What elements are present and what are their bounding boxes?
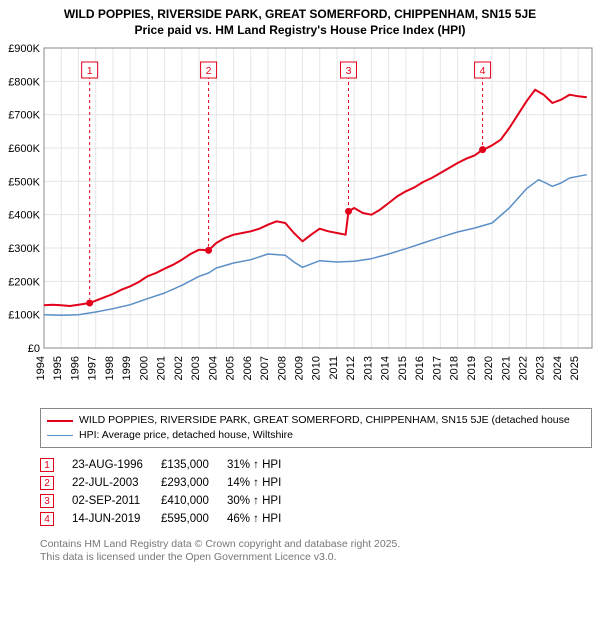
- svg-text:2022: 2022: [518, 356, 530, 380]
- svg-text:2016: 2016: [414, 356, 426, 380]
- svg-text:1997: 1997: [87, 356, 99, 380]
- svg-text:2015: 2015: [397, 356, 409, 380]
- svg-text:1998: 1998: [104, 356, 116, 380]
- event-date: 14-JUN-2019: [72, 510, 161, 528]
- event-price: £293,000: [161, 474, 227, 492]
- event-row: 1 23-AUG-1996£135,00031% ↑ HPI: [40, 456, 299, 474]
- event-row: 2 22-JUL-2003£293,00014% ↑ HPI: [40, 474, 299, 492]
- svg-text:2025: 2025: [569, 356, 581, 380]
- event-marker-icon: 3: [40, 494, 54, 508]
- title-line-1: WILD POPPIES, RIVERSIDE PARK, GREAT SOME…: [4, 6, 596, 22]
- title-line-2: Price paid vs. HM Land Registry's House …: [4, 22, 596, 38]
- footer: Contains HM Land Registry data © Crown c…: [40, 538, 592, 565]
- event-row: 4 14-JUN-2019£595,00046% ↑ HPI: [40, 510, 299, 528]
- svg-text:£200K: £200K: [8, 277, 40, 289]
- svg-text:£500K: £500K: [8, 177, 40, 189]
- svg-text:2009: 2009: [293, 356, 305, 380]
- svg-text:2013: 2013: [362, 356, 374, 380]
- svg-text:2019: 2019: [466, 356, 478, 380]
- svg-text:2020: 2020: [483, 356, 495, 380]
- event-price: £595,000: [161, 510, 227, 528]
- svg-text:1999: 1999: [121, 356, 133, 380]
- svg-text:2023: 2023: [535, 356, 547, 380]
- svg-text:2014: 2014: [380, 356, 392, 380]
- event-marker-icon: 1: [40, 458, 54, 472]
- event-price: £135,000: [161, 456, 227, 474]
- svg-text:1995: 1995: [52, 356, 64, 380]
- svg-text:£300K: £300K: [8, 243, 40, 255]
- legend-swatch-icon: [47, 420, 73, 422]
- legend-label: WILD POPPIES, RIVERSIDE PARK, GREAT SOME…: [79, 413, 570, 428]
- svg-text:2011: 2011: [328, 356, 340, 380]
- svg-text:2018: 2018: [449, 356, 461, 380]
- footer-line-1: Contains HM Land Registry data © Crown c…: [40, 538, 592, 552]
- legend-label: HPI: Average price, detached house, Wilt…: [79, 428, 293, 443]
- svg-text:£800K: £800K: [8, 77, 40, 89]
- event-date: 22-JUL-2003: [72, 474, 161, 492]
- chart-svg: £0 £100K £200K £300K £400K £500K £600K £700K £80…: [4, 42, 596, 398]
- event-date: 02-SEP-2011: [72, 492, 161, 510]
- event-delta: 30% ↑ HPI: [227, 492, 299, 510]
- chart-title: WILD POPPIES, RIVERSIDE PARK, GREAT SOME…: [4, 6, 596, 38]
- svg-text:1996: 1996: [69, 356, 81, 380]
- event-price: £410,000: [161, 492, 227, 510]
- chart: £0 £100K £200K £300K £400K £500K £600K £700K £80…: [4, 42, 596, 402]
- svg-text:2017: 2017: [431, 356, 443, 380]
- event-date: 23-AUG-1996: [72, 456, 161, 474]
- svg-text:£600K: £600K: [8, 143, 40, 155]
- svg-text:2003: 2003: [190, 356, 202, 380]
- legend-swatch-icon: [47, 435, 73, 436]
- svg-text:3: 3: [346, 65, 352, 77]
- legend-item-hpi: HPI: Average price, detached house, Wilt…: [47, 428, 585, 443]
- legend-item-price-paid: WILD POPPIES, RIVERSIDE PARK, GREAT SOME…: [47, 413, 585, 428]
- footer-line-2: This data is licensed under the Open Gov…: [40, 551, 592, 565]
- svg-text:2021: 2021: [500, 356, 512, 380]
- svg-text:£100K: £100K: [8, 310, 40, 322]
- event-row: 3 02-SEP-2011£410,00030% ↑ HPI: [40, 492, 299, 510]
- event-delta: 46% ↑ HPI: [227, 510, 299, 528]
- svg-text:2010: 2010: [311, 356, 323, 380]
- svg-text:2012: 2012: [345, 356, 357, 380]
- svg-text:2008: 2008: [276, 356, 288, 380]
- svg-text:2001: 2001: [156, 356, 168, 380]
- event-delta: 14% ↑ HPI: [227, 474, 299, 492]
- page-container: WILD POPPIES, RIVERSIDE PARK, GREAT SOME…: [0, 0, 600, 569]
- svg-text:2007: 2007: [259, 356, 271, 380]
- svg-text:2004: 2004: [207, 356, 219, 380]
- svg-text:2005: 2005: [225, 356, 237, 380]
- svg-text:£400K: £400K: [8, 210, 40, 222]
- svg-text:£0: £0: [28, 343, 40, 355]
- event-delta: 31% ↑ HPI: [227, 456, 299, 474]
- svg-text:2000: 2000: [138, 356, 150, 380]
- svg-text:1: 1: [87, 65, 93, 77]
- legend: WILD POPPIES, RIVERSIDE PARK, GREAT SOME…: [40, 408, 592, 447]
- svg-text:2006: 2006: [242, 356, 254, 380]
- svg-text:2002: 2002: [173, 356, 185, 380]
- event-marker-icon: 2: [40, 476, 54, 490]
- svg-text:2: 2: [206, 65, 212, 77]
- event-marker-icon: 4: [40, 512, 54, 526]
- svg-text:£900K: £900K: [8, 43, 40, 55]
- svg-text:2024: 2024: [552, 356, 564, 380]
- svg-text:4: 4: [480, 65, 486, 77]
- events-table: 1 23-AUG-1996£135,00031% ↑ HPI 2 22-JUL-200…: [40, 456, 592, 528]
- svg-text:1994: 1994: [35, 356, 47, 380]
- svg-text:£700K: £700K: [8, 110, 40, 122]
